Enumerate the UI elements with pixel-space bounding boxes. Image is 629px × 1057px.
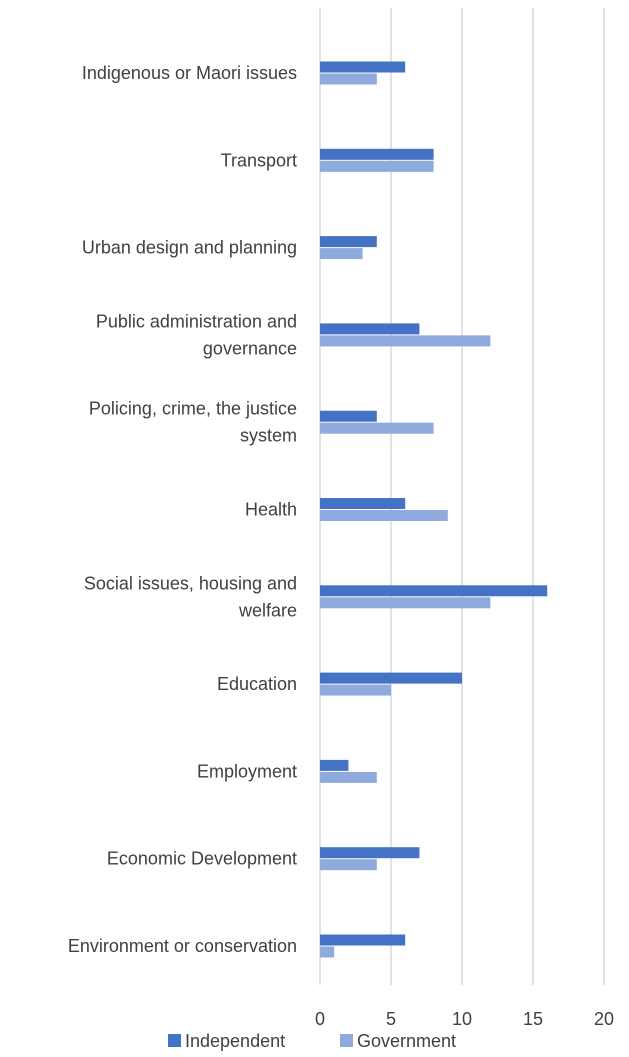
bar-government (320, 335, 491, 347)
legend-swatch-government (340, 1034, 353, 1047)
category-label: Environment or conservation (68, 936, 297, 956)
x-tick-label: 5 (386, 1009, 396, 1029)
category-label: Transport (221, 150, 297, 170)
bar-government (320, 510, 448, 521)
x-tick-label: 10 (452, 1009, 472, 1029)
bar-government (320, 422, 434, 434)
bar-independent (320, 148, 434, 160)
bars (320, 61, 548, 958)
bar-independent (320, 847, 420, 859)
x-axis-tick-labels: 0 5 10 15 20 (315, 1009, 614, 1029)
bar-government (320, 946, 335, 958)
bar-independent (320, 934, 406, 946)
category-label-line: governance (203, 338, 297, 358)
x-tick-label: 0 (315, 1009, 325, 1029)
bar-independent (320, 61, 406, 73)
category-label: Social issues, housing and welfare (84, 573, 297, 620)
category-label: Urban design and planning (82, 238, 297, 258)
bar-independent (320, 498, 406, 509)
category-label-line: Transport (221, 150, 297, 170)
category-label-line: Policing, crime, the justice (89, 399, 297, 419)
bar-independent (320, 585, 548, 597)
category-label-line: Economic Development (107, 849, 297, 869)
category-label-line: Public administration and (96, 311, 297, 331)
category-label-line: Urban design and planning (82, 238, 297, 258)
bar-government (320, 73, 377, 85)
bar-government (320, 684, 391, 696)
bar-independent (320, 236, 377, 248)
category-label: Education (217, 674, 297, 694)
category-label-line: Environment or conservation (68, 936, 297, 956)
category-label: Indigenous or Maori issues (82, 63, 297, 83)
category-label: Policing, crime, the justice system (89, 399, 297, 446)
category-label-line: Education (217, 674, 297, 694)
bar-government (320, 771, 377, 783)
bar-government (320, 597, 491, 609)
category-label-line: Social issues, housing and (84, 573, 297, 593)
x-tick-label: 20 (594, 1009, 614, 1029)
legend-label-government: Government (357, 1031, 456, 1051)
bar-independent (320, 759, 349, 771)
category-label: Employment (197, 761, 297, 781)
category-label: Public administration and governance (96, 311, 297, 358)
legend: Independent Government (168, 1031, 456, 1051)
bar-independent (320, 410, 377, 422)
bar-government (320, 248, 363, 260)
bar-government (320, 859, 377, 871)
category-label-line: Employment (197, 761, 297, 781)
category-label: Economic Development (107, 849, 297, 869)
bar-government (320, 160, 434, 172)
category-label-line: welfare (238, 600, 297, 620)
category-label-line: Indigenous or Maori issues (82, 63, 297, 83)
bar-independent (320, 323, 420, 335)
legend-swatch-independent (168, 1034, 181, 1047)
legend-label-independent: Independent (185, 1031, 285, 1051)
category-label: Health (245, 500, 297, 520)
category-label-line: Health (245, 500, 297, 520)
category-labels: Indigenous or Maori issues Transport Urban… (68, 63, 297, 956)
category-label-line: system (240, 426, 297, 446)
bar-independent (320, 672, 462, 684)
x-tick-label: 15 (523, 1009, 543, 1029)
